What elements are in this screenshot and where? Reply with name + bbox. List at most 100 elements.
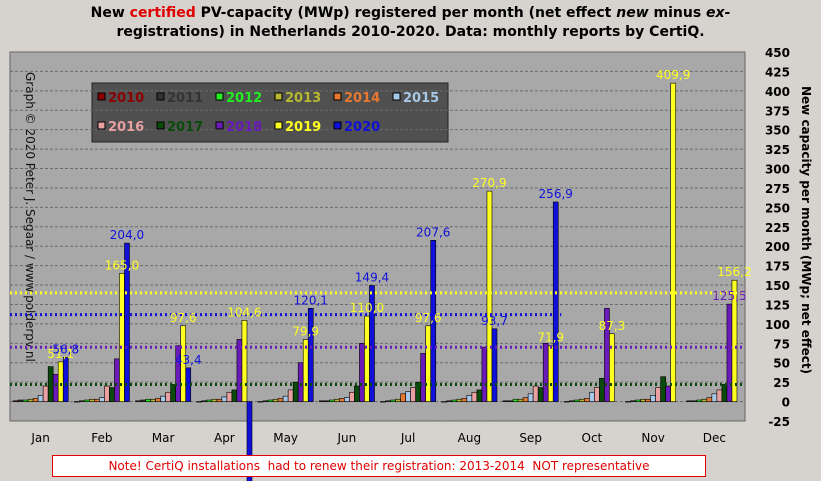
bar: [99, 397, 105, 402]
legend-label: 2017: [167, 120, 203, 135]
bar: [42, 385, 49, 402]
y-tick-label: 250: [765, 201, 790, 215]
bar: [420, 353, 427, 402]
data-label: 207,6: [416, 225, 450, 239]
data-label: 110,0: [350, 301, 384, 315]
bar: [349, 391, 355, 402]
bar: [12, 400, 19, 402]
bar: [630, 400, 636, 402]
bar: [160, 395, 166, 402]
bar: [246, 401, 253, 481]
bar: [696, 399, 703, 402]
bar: [364, 315, 370, 402]
bar: [466, 395, 473, 402]
bar: [287, 389, 294, 402]
title-part: minus: [648, 5, 707, 21]
legend-swatch: [156, 92, 165, 101]
bar: [579, 398, 585, 402]
bar: [691, 400, 698, 402]
bar: [609, 333, 615, 402]
bar: [625, 401, 631, 403]
data-label: 79,9: [292, 325, 319, 339]
chart-title: New certified PV-capacity (MWp) register…: [0, 4, 821, 42]
bar: [170, 384, 176, 402]
bar: [297, 362, 304, 402]
data-label: 409,9: [656, 68, 690, 82]
y-tick-label: 50: [773, 357, 790, 371]
bar: [594, 387, 600, 402]
bar: [206, 399, 213, 402]
legend-label: 2012: [226, 91, 262, 106]
bar: [599, 377, 605, 402]
bar: [165, 391, 171, 402]
x-tick-label: Sep: [519, 431, 542, 445]
title-line: registrations) in Netherlands 2010-2020.…: [0, 23, 821, 42]
data-label: 97,6: [170, 311, 197, 325]
bar: [57, 361, 64, 402]
bar: [686, 400, 693, 402]
bar: [83, 399, 90, 402]
bar: [425, 325, 432, 402]
legend-label: 2019: [285, 120, 321, 135]
legend-swatch: [97, 92, 106, 101]
x-tick-label: Dec: [703, 431, 726, 445]
bar: [701, 398, 708, 402]
bar: [405, 391, 411, 402]
title-part: registrations) in Netherlands 2010-2020.…: [116, 24, 705, 40]
bar: [573, 399, 580, 402]
bar: [104, 385, 110, 402]
data-label: 93,7: [481, 314, 508, 328]
bar: [94, 398, 100, 402]
bar: [645, 398, 651, 402]
credit: Graph © 2020 Peter J. Segaar / www.polde…: [23, 72, 37, 362]
legend-label: 2015: [403, 91, 439, 106]
bar: [145, 398, 151, 402]
bar: [354, 385, 360, 402]
y-tick-label: 350: [765, 124, 790, 138]
bar: [17, 399, 24, 402]
bar: [257, 401, 264, 403]
data-label: 149,4: [355, 271, 389, 285]
bar: [369, 285, 375, 402]
bar: [114, 358, 120, 402]
bar: [711, 393, 718, 402]
legend-swatch: [97, 121, 106, 130]
bar: [390, 399, 396, 402]
x-tick-label: Feb: [91, 431, 112, 445]
bar: [537, 387, 544, 402]
data-label: 125,5: [712, 289, 746, 303]
bar: [267, 399, 274, 402]
bar: [456, 398, 463, 402]
bar: [221, 396, 228, 402]
bar: [277, 398, 284, 402]
bar: [547, 345, 554, 402]
legend-label: 2011: [167, 91, 203, 106]
data-label: 120,1: [294, 293, 328, 307]
title-part: PV-capacity (MWp) registered per month (…: [195, 5, 617, 21]
bar: [650, 395, 656, 402]
bar: [670, 82, 677, 402]
y-tick-label: 325: [765, 143, 790, 157]
bar: [282, 395, 289, 402]
bar: [124, 242, 130, 402]
bar: [502, 400, 509, 402]
data-label: 104,6: [227, 305, 261, 319]
bar: [461, 398, 468, 402]
x-tick-label: Mar: [152, 431, 175, 445]
bar: [262, 400, 269, 402]
y-tick-label: 125: [765, 298, 790, 312]
x-tick-label: Nov: [641, 431, 664, 445]
bar: [486, 190, 493, 402]
legend-label: 2013: [285, 91, 321, 106]
bar: [334, 398, 340, 402]
bar: [155, 398, 161, 402]
bar: [344, 397, 350, 402]
bar: [318, 400, 325, 402]
legend-label: 2010: [108, 91, 144, 106]
bar: [52, 374, 59, 402]
bar: [73, 401, 80, 403]
legend-label: 2014: [344, 91, 380, 106]
x-tick-label: Jul: [400, 431, 415, 445]
data-label: 204,0: [110, 228, 144, 242]
bar: [481, 346, 488, 402]
